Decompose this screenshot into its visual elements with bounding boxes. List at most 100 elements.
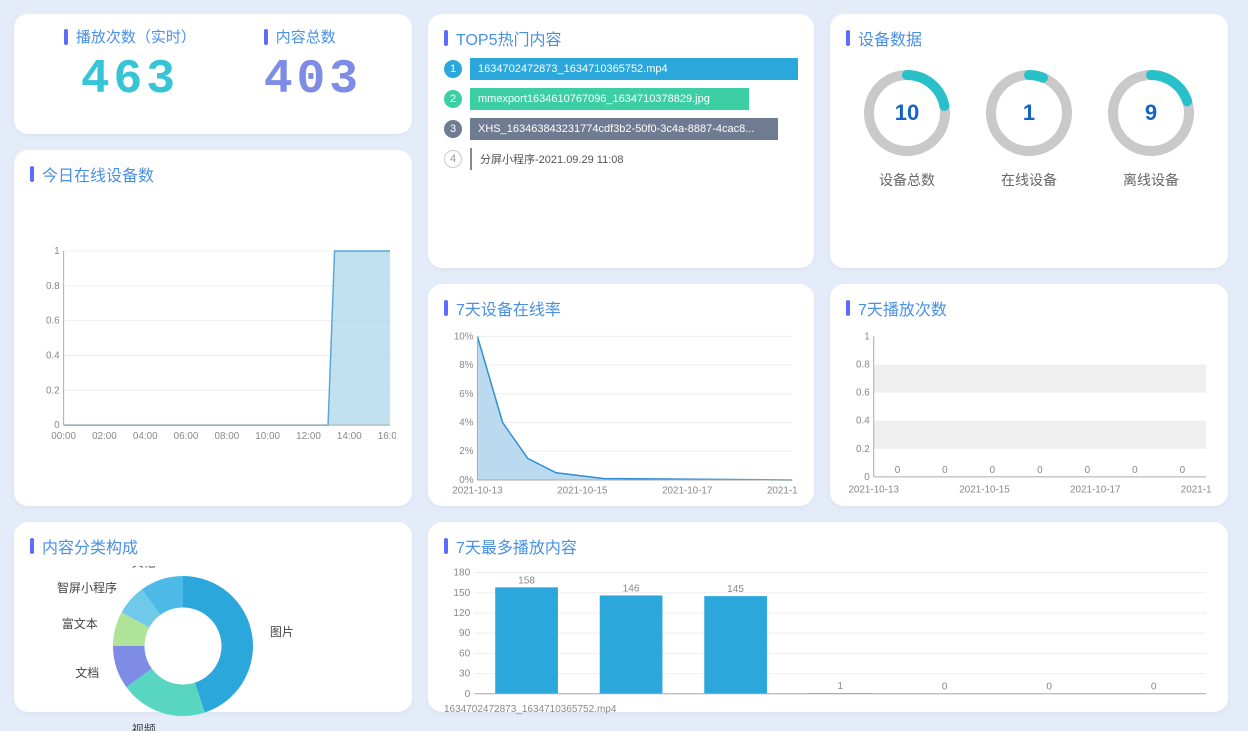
today-online-chart: 00.20.40.60.8100:0002:0004:0006:0008:001… — [30, 194, 396, 494]
most-played-footer: 1634702472873_1634710365752.mp4 — [444, 704, 1212, 715]
svg-text:04:00: 04:00 — [133, 431, 158, 442]
gauge: 1 在线设备 — [984, 68, 1074, 190]
pie-card: 内容分类构成 图片视频文档富文本智屏小程序其他 — [14, 522, 412, 712]
pie-title: 内容分类构成 — [30, 534, 396, 558]
svg-text:4%: 4% — [459, 417, 473, 428]
svg-text:2021-10-15: 2021-10-15 — [557, 486, 608, 497]
svg-text:158: 158 — [518, 575, 535, 586]
gauges-row: 10 设备总数 1 在线设备 9 离线设备 — [846, 68, 1212, 190]
stat-content: 内容总数 403 — [264, 26, 362, 122]
svg-text:8%: 8% — [459, 360, 473, 371]
top5-row[interactable]: 2mmexport1634610767096_1634710378829.jpg — [444, 88, 798, 110]
online-rate-chart: 0% 2% 4% 6% 8% 10% 2021-10-13 2021-10-15 2021-10… — [444, 328, 798, 500]
svg-text:2021-10-13: 2021-10-13 — [452, 486, 503, 497]
svg-text:00:00: 00:00 — [51, 431, 76, 442]
top5-bar-label: 1634702472873_1634710365752.mp4 — [470, 58, 798, 80]
stat-content-label: 内容总数 — [264, 26, 362, 47]
top5-row[interactable]: 1 1634702472873_1634710365752.mp4 — [444, 58, 798, 80]
svg-text:2021-10-15: 2021-10-15 — [959, 485, 1010, 496]
svg-text:0: 0 — [1180, 465, 1186, 476]
stat-playback-label: 播放次数（实时） — [64, 26, 196, 47]
svg-text:1: 1 — [837, 681, 843, 692]
pie-chart: 图片视频文档富文本智屏小程序其他 — [30, 566, 396, 731]
svg-text:0: 0 — [1046, 682, 1052, 693]
svg-text:0%: 0% — [459, 475, 473, 486]
svg-text:0: 0 — [895, 465, 901, 476]
svg-text:0: 0 — [1132, 465, 1138, 476]
svg-text:其他: 其他 — [132, 566, 156, 569]
svg-text:0: 0 — [1151, 682, 1157, 693]
svg-text:1: 1 — [54, 246, 60, 257]
svg-text:1: 1 — [864, 331, 870, 342]
gauge: 9 离线设备 — [1106, 68, 1196, 190]
svg-text:2021-10-19: 2021-10-19 — [1181, 485, 1212, 496]
svg-text:0: 0 — [942, 465, 948, 476]
svg-text:0.4: 0.4 — [856, 416, 870, 427]
top5-bar-label: 分屏小程序-2021.09.29 11:08 — [470, 148, 798, 170]
svg-text:120: 120 — [453, 608, 470, 619]
svg-text:146: 146 — [623, 583, 640, 594]
svg-text:90: 90 — [459, 628, 471, 639]
stat-playback: 播放次数（实时） 463 — [64, 26, 196, 122]
svg-text:0.2: 0.2 — [46, 385, 60, 396]
top5-card: TOP5热门内容 1 1634702472873_1634710365752.mp… — [428, 14, 814, 268]
gauge-value: 1 — [984, 68, 1074, 158]
svg-text:180: 180 — [453, 568, 470, 579]
most-played-card: 7天最多播放内容 03060901201501801581461451000 1… — [428, 522, 1228, 712]
svg-text:10%: 10% — [454, 331, 474, 342]
svg-text:145: 145 — [727, 584, 744, 595]
top5-bar-label: XHS_163463843231774cdf3b2-50f0-3c4a-8887… — [470, 118, 778, 140]
devices-title: 设备数据 — [846, 26, 1212, 50]
svg-text:60: 60 — [459, 648, 471, 659]
svg-text:0.4: 0.4 — [46, 350, 60, 361]
svg-text:0.8: 0.8 — [856, 359, 870, 370]
svg-text:图片: 图片 — [270, 625, 294, 639]
stat-playback-value: 463 — [64, 53, 196, 107]
gauge-label: 离线设备 — [1123, 170, 1179, 190]
svg-text:02:00: 02:00 — [92, 431, 117, 442]
gauge: 10 设备总数 — [862, 68, 952, 190]
rank-badge: 3 — [444, 120, 462, 138]
plays7-card: 7天播放次数 00.20.40.60.812021-10-132021-10-1… — [830, 284, 1228, 506]
stat-content-value: 403 — [264, 53, 362, 107]
svg-text:2021-10-17: 2021-10-17 — [1070, 485, 1121, 496]
gauge-label: 在线设备 — [1001, 170, 1057, 190]
most-played-title: 7天最多播放内容 — [444, 534, 1212, 558]
svg-text:0.6: 0.6 — [46, 316, 60, 327]
svg-text:智屏小程序: 智屏小程序 — [57, 580, 117, 595]
top5-row[interactable]: 3 XHS_163463843231774cdf3b2-50f0-3c4a-888… — [444, 118, 798, 140]
gauge-value: 10 — [862, 68, 952, 158]
today-online-card: 今日在线设备数 00.20.40.60.8100:0002:0004:0006:… — [14, 150, 412, 506]
svg-text:0: 0 — [1085, 465, 1091, 476]
top5-title: TOP5热门内容 — [444, 26, 798, 50]
svg-text:0: 0 — [942, 682, 948, 693]
svg-text:12:00: 12:00 — [296, 431, 321, 442]
svg-text:2%: 2% — [459, 446, 473, 457]
svg-text:2021-10-13: 2021-10-13 — [848, 485, 899, 496]
svg-text:富文本: 富文本 — [62, 616, 98, 631]
rank-badge: 2 — [444, 90, 462, 108]
svg-text:08:00: 08:00 — [214, 431, 239, 442]
svg-text:0.6: 0.6 — [856, 388, 870, 399]
rank-badge: 4 — [444, 150, 462, 168]
svg-text:0: 0 — [990, 465, 996, 476]
svg-text:0.2: 0.2 — [856, 444, 870, 455]
most-played-chart: 03060901201501801581461451000 — [444, 566, 1212, 702]
svg-text:文档: 文档 — [75, 665, 99, 680]
online-rate-title: 7天设备在线率 — [444, 296, 798, 320]
plays7-chart: 0 0.2 0.4 0.6 0.8 1 2021-10-13 2021-10-15 2021-1… — [846, 328, 1212, 501]
svg-text:6%: 6% — [459, 389, 473, 400]
svg-text:0: 0 — [465, 689, 471, 700]
top5-row[interactable]: 4 分屏小程序-2021.09.29 11:08 — [444, 148, 798, 170]
svg-text:2021-10-19: 2021-10-19 — [767, 486, 798, 497]
svg-text:14:00: 14:00 — [337, 431, 362, 442]
devices-card: 设备数据 10 设备总数 1 在线设备 9 离线设备 — [830, 14, 1228, 268]
svg-text:0: 0 — [54, 420, 60, 431]
rank-badge: 1 — [444, 60, 462, 78]
svg-text:06:00: 06:00 — [174, 431, 199, 442]
stats-card: 播放次数（实时） 463 内容总数 403 — [14, 14, 412, 134]
svg-text:0: 0 — [1037, 465, 1043, 476]
svg-text:10:00: 10:00 — [255, 431, 280, 442]
svg-text:30: 30 — [459, 669, 471, 680]
today-online-title: 今日在线设备数 — [30, 162, 396, 186]
